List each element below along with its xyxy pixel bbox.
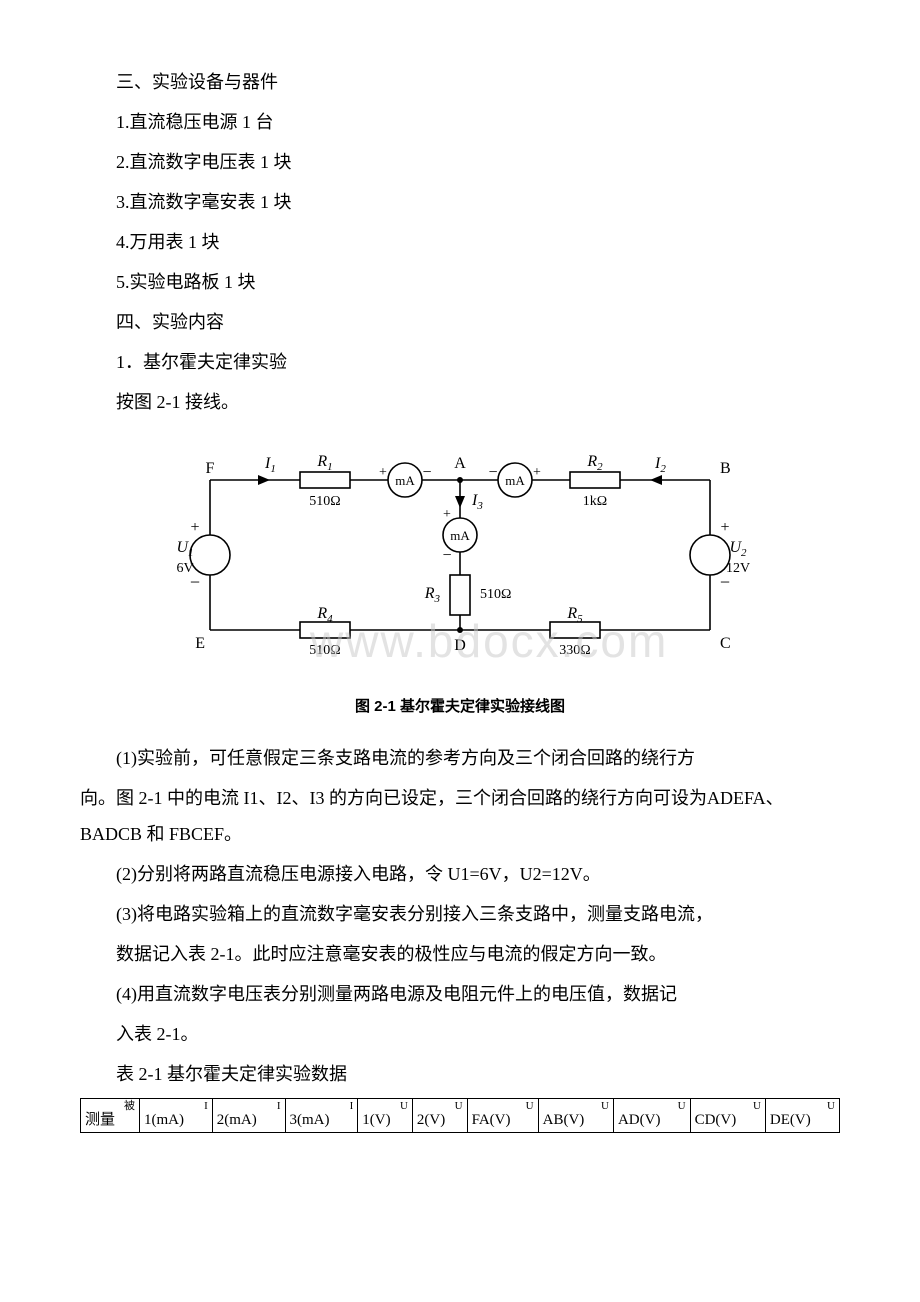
equipment-3: 3.直流数字毫安表 1 块 bbox=[80, 184, 840, 220]
col-6: UAB(V) bbox=[538, 1099, 613, 1133]
col-8: UCD(V) bbox=[690, 1099, 765, 1133]
svg-text:+: + bbox=[443, 507, 451, 522]
svg-text:U1: U1 bbox=[176, 539, 193, 559]
svg-text:I1: I1 bbox=[264, 455, 276, 475]
svg-text:R3: R3 bbox=[424, 585, 441, 605]
svg-text:−: − bbox=[488, 464, 497, 481]
circuit-svg: mA mA mA bbox=[150, 440, 770, 670]
table-header-row: 被 测量 I1(mA) I2(mA) I3(mA) U1(V) U2(V) UF… bbox=[81, 1099, 840, 1133]
svg-text:A: A bbox=[454, 455, 466, 472]
svg-text:F: F bbox=[206, 460, 215, 477]
step-2: (2)分别将两路直流稳压电源接入电路，令 U1=6V，U2=12V。 bbox=[80, 856, 840, 892]
experiment-1-title: 1．基尔霍夫定律实验 bbox=[80, 344, 840, 380]
svg-text:R2: R2 bbox=[586, 453, 603, 473]
col-2: I3(mA) bbox=[285, 1099, 358, 1133]
step-3b: 数据记入表 2-1。此时应注意毫安表的极性应与电流的假定方向一致。 bbox=[80, 936, 840, 972]
svg-text:+: + bbox=[379, 465, 387, 480]
section-4-title: 四、实验内容 bbox=[80, 304, 840, 340]
col-3: U1(V) bbox=[358, 1099, 413, 1133]
diagram-caption: 图 2-1 基尔霍夫定律实验接线图 bbox=[80, 692, 840, 722]
svg-text:mA: mA bbox=[395, 473, 415, 488]
step-4: (4)用直流数字电压表分别测量两路电源及电阻元件上的电压值，数据记 bbox=[80, 976, 840, 1012]
step-1b: 向。图 2-1 中的电流 I1、I2、I3 的方向已设定，三个闭合回路的绕行方向… bbox=[80, 780, 840, 852]
data-table: 被 测量 I1(mA) I2(mA) I3(mA) U1(V) U2(V) UF… bbox=[80, 1098, 840, 1133]
step-4b: 入表 2-1。 bbox=[80, 1016, 840, 1052]
svg-text:C: C bbox=[720, 635, 731, 652]
experiment-1-hint: 按图 2-1 接线。 bbox=[80, 384, 840, 420]
svg-text:510Ω: 510Ω bbox=[309, 494, 340, 509]
circuit-diagram: mA mA mA bbox=[80, 440, 840, 682]
col-1: I2(mA) bbox=[212, 1099, 285, 1133]
svg-text:mA: mA bbox=[450, 528, 470, 543]
svg-text:−: − bbox=[190, 572, 200, 592]
svg-text:I2: I2 bbox=[654, 455, 666, 475]
table-title: 表 2-1 基尔霍夫定律实验数据 bbox=[80, 1056, 840, 1092]
row-header-cell: 被 测量 bbox=[81, 1099, 140, 1133]
svg-text:510Ω: 510Ω bbox=[480, 587, 511, 602]
step-1: (1)实验前，可任意假定三条支路电流的参考方向及三个闭合回路的绕行方 bbox=[80, 740, 840, 776]
section-3-title: 三、实验设备与器件 bbox=[80, 64, 840, 100]
col-7: UAD(V) bbox=[613, 1099, 690, 1133]
svg-text:+: + bbox=[533, 465, 541, 480]
equipment-2: 2.直流数字电压表 1 块 bbox=[80, 144, 840, 180]
step-3: (3)将电路实验箱上的直流数字毫安表分别接入三条支路中，测量支路电流， bbox=[80, 896, 840, 932]
svg-text:−: − bbox=[720, 572, 730, 592]
svg-text:U2: U2 bbox=[729, 539, 747, 559]
col-9: UDE(V) bbox=[765, 1099, 839, 1133]
svg-text:−: − bbox=[442, 547, 451, 564]
col-0: I1(mA) bbox=[140, 1099, 213, 1133]
svg-text:R1: R1 bbox=[316, 453, 332, 473]
col-5: UFA(V) bbox=[467, 1099, 538, 1133]
equipment-5: 5.实验电路板 1 块 bbox=[80, 264, 840, 300]
svg-text:−: − bbox=[422, 464, 431, 481]
equipment-1: 1.直流稳压电源 1 台 bbox=[80, 104, 840, 140]
svg-text:1kΩ: 1kΩ bbox=[583, 494, 607, 509]
svg-text:E: E bbox=[195, 635, 205, 652]
svg-text:mA: mA bbox=[505, 473, 525, 488]
col-4: U2(V) bbox=[412, 1099, 467, 1133]
svg-text:510Ω: 510Ω bbox=[309, 643, 340, 658]
svg-text:I3: I3 bbox=[471, 492, 483, 512]
svg-text:D: D bbox=[454, 637, 466, 654]
svg-text:330Ω: 330Ω bbox=[559, 643, 590, 658]
svg-text:+: + bbox=[190, 519, 199, 536]
equipment-4: 4.万用表 1 块 bbox=[80, 224, 840, 260]
svg-text:+: + bbox=[720, 519, 729, 536]
svg-text:B: B bbox=[720, 460, 731, 477]
